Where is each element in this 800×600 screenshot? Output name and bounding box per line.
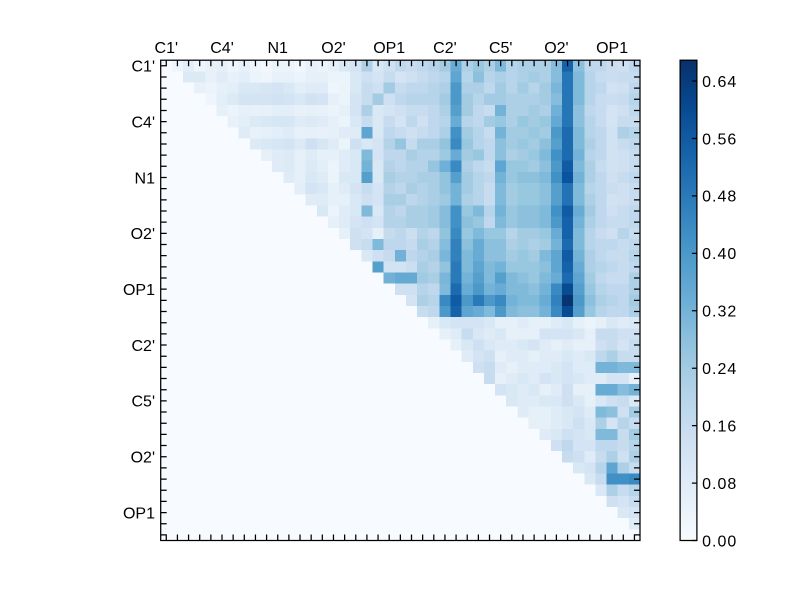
svg-text:0.40: 0.40 — [702, 246, 737, 263]
svg-text:O2': O2' — [321, 40, 345, 57]
svg-text:C2': C2' — [433, 40, 457, 57]
svg-text:C4': C4' — [131, 114, 155, 131]
svg-text:0.32: 0.32 — [702, 304, 737, 321]
svg-text:OP1: OP1 — [596, 40, 628, 57]
svg-text:O2': O2' — [131, 450, 155, 467]
svg-text:0.56: 0.56 — [702, 131, 737, 148]
svg-text:OP1: OP1 — [123, 282, 155, 299]
svg-text:C2': C2' — [131, 338, 155, 355]
svg-text:N1: N1 — [267, 40, 288, 57]
svg-text:0.00: 0.00 — [702, 533, 737, 550]
svg-text:C5': C5' — [489, 40, 513, 57]
svg-text:OP1: OP1 — [123, 505, 155, 522]
svg-text:C5': C5' — [131, 394, 155, 411]
svg-text:0.16: 0.16 — [702, 418, 737, 435]
svg-text:N1: N1 — [135, 170, 156, 187]
svg-text:C1': C1' — [155, 40, 179, 57]
svg-text:OP1: OP1 — [373, 40, 405, 57]
svg-text:O2': O2' — [544, 40, 568, 57]
svg-text:C4': C4' — [210, 40, 234, 57]
svg-text:0.48: 0.48 — [702, 189, 737, 206]
svg-text:0.24: 0.24 — [702, 361, 737, 378]
svg-text:0.08: 0.08 — [702, 476, 737, 493]
svg-text:O2': O2' — [131, 226, 155, 243]
svg-text:C1': C1' — [131, 59, 155, 76]
svg-text:0.64: 0.64 — [702, 74, 737, 91]
